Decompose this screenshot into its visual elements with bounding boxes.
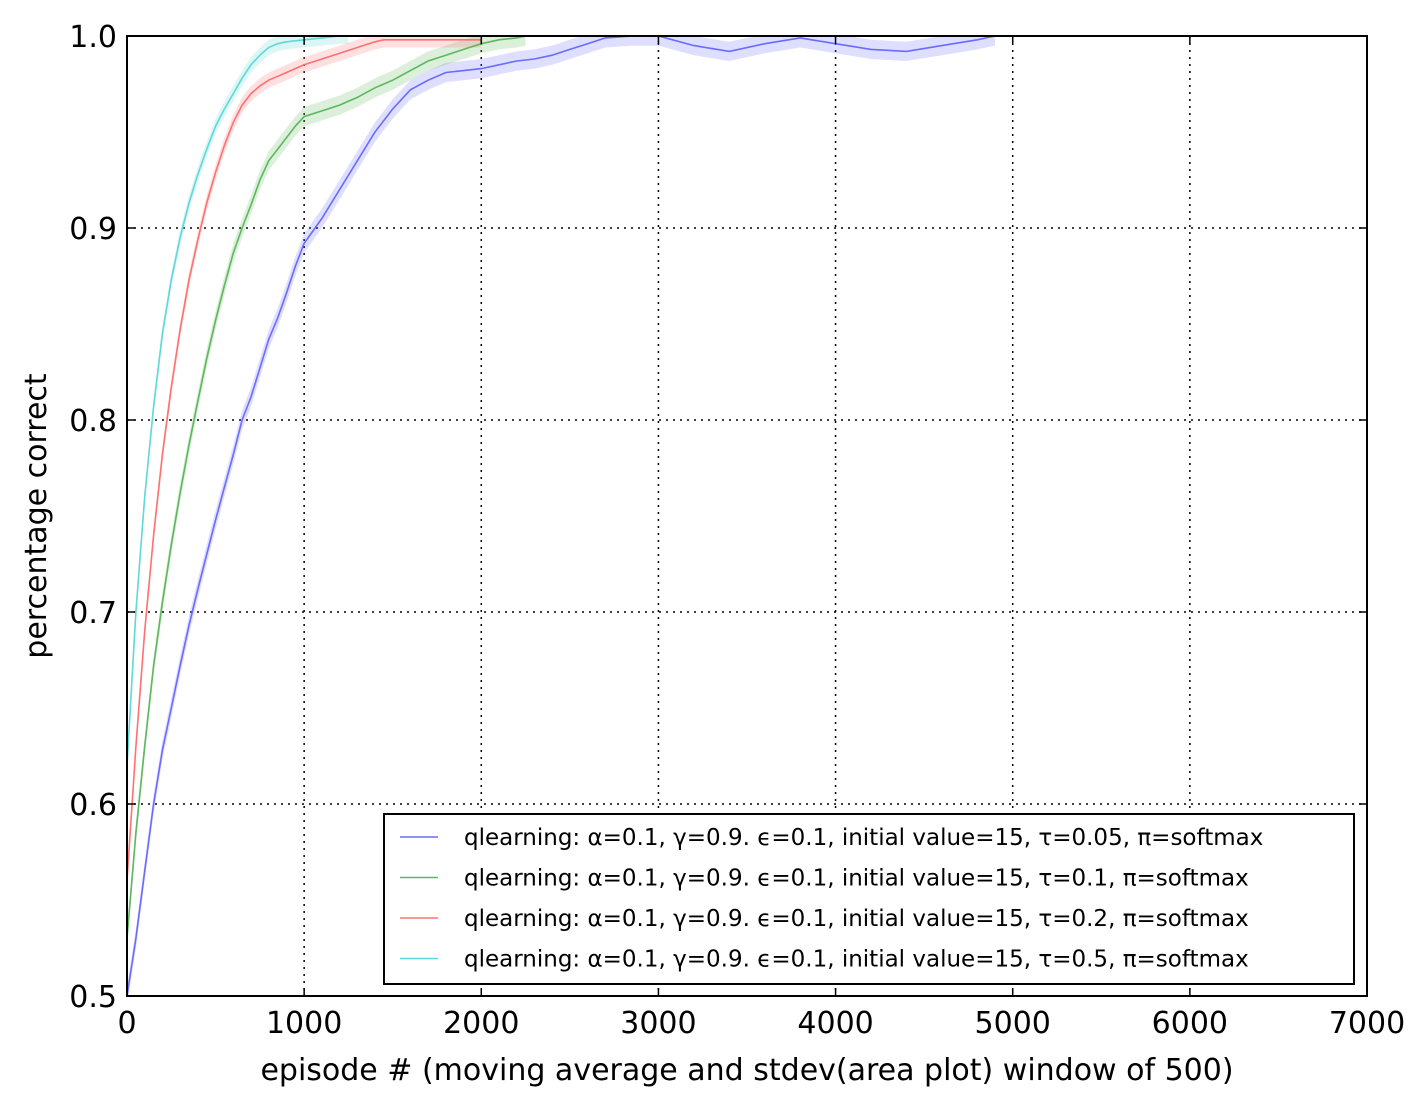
series-4-line: [127, 36, 349, 766]
x-tick-label: 3000: [620, 1006, 696, 1041]
x-tick-label: 0: [117, 1006, 136, 1041]
x-tick-label: 4000: [797, 1006, 873, 1041]
legend-entry-label: qlearning: α=0.1, γ=0.9. ϵ=0.1, initial …: [464, 906, 1249, 932]
legend-box: [383, 813, 1355, 985]
y-tick-label: 0.7: [69, 596, 117, 631]
y-tick-label: 0.5: [69, 980, 117, 1015]
y-tick-label: 1.0: [69, 20, 117, 55]
y-tick-label: 0.9: [69, 212, 117, 247]
series-1-line: [127, 36, 996, 996]
series-lines: [127, 36, 996, 996]
x-tick-label: 7000: [1329, 1006, 1405, 1041]
plot-frame: [126, 35, 1368, 997]
legend-entry-label: qlearning: α=0.1, γ=0.9. ϵ=0.1, initial …: [464, 866, 1249, 892]
x-axis: 0 1000 2000 3000 4000 5000 6000 7000: [117, 36, 1405, 1041]
y-tick-label: 0.8: [69, 404, 117, 439]
x-tick-label: 5000: [975, 1006, 1051, 1041]
y-axis-label: percentage correct: [19, 373, 54, 659]
legend: qlearning: α=0.1, γ=0.9. ϵ=0.1, initial …: [383, 813, 1355, 985]
legend-entry-label: qlearning: α=0.1, γ=0.9. ϵ=0.1, initial …: [464, 947, 1249, 973]
series-3-line: [127, 38, 482, 881]
legend-entry-label: qlearning: α=0.1, γ=0.9. ϵ=0.1, initial …: [464, 825, 1263, 851]
x-axis-label: episode # (moving average and stdev(area…: [260, 1053, 1233, 1088]
x-tick-label: 6000: [1152, 1006, 1228, 1041]
series-2-line: [127, 36, 526, 939]
x-tick-label: 2000: [443, 1006, 519, 1041]
y-axis: 0.5 0.6 0.7 0.8 0.9 1.0: [69, 20, 1367, 1015]
y-tick-label: 0.6: [69, 788, 117, 823]
x-tick-label: 1000: [266, 1006, 342, 1041]
